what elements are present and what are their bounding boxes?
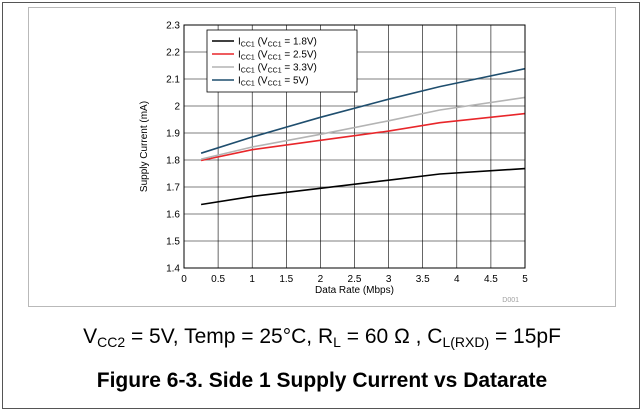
x-tick-label: 0 xyxy=(181,274,187,285)
x-tick-label: 4.5 xyxy=(484,274,498,285)
x-tick-label: 3.5 xyxy=(416,274,430,285)
rl-subscript: L xyxy=(333,334,341,350)
test-conditions: VCC2 = 5V, Temp = 25°C, RL = 60 Ω , CL(R… xyxy=(3,325,641,350)
x-axis-label: Data Rate (Mbps) xyxy=(315,285,394,296)
y-tick-label: 1.6 xyxy=(166,210,180,221)
vcc2-text: = 5V, Temp = 25°C, xyxy=(125,325,318,348)
series-line-1 xyxy=(200,167,526,206)
figure-caption: Figure 6-3. Side 1 Supply Current vs Dat… xyxy=(96,369,548,392)
x-tick-label: 4 xyxy=(454,274,460,285)
vcc2-subscript: CC2 xyxy=(97,334,126,350)
series-layer xyxy=(200,67,526,206)
y-tick-label: 2.1 xyxy=(166,75,180,86)
rl-text: = 60 Ω , xyxy=(340,325,428,348)
series-line-2 xyxy=(200,112,526,162)
series-line-4 xyxy=(200,67,526,154)
chart-panel: 0 0.5 1 1.5 2 2.5 3 3.5 4 4.5 5 1.4 1.5 1.6 1.7 1.8 1.9 2… xyxy=(28,7,616,307)
axes: 0 0.5 1 1.5 2 2.5 3 3.5 4 4.5 5 1.4 1.5 1.6 1.7 1.8 1.9 2… xyxy=(139,21,528,305)
series-line-3 xyxy=(200,96,526,160)
x-tick-label: 1.5 xyxy=(279,274,293,285)
y-tick-label: 1.5 xyxy=(166,237,180,248)
y-tick-label: 1.7 xyxy=(166,183,180,194)
y-tick-label: 2.2 xyxy=(166,48,180,59)
legend: ICC1 (VCC1 = 1.8V)ICC1 (VCC1 = 2.5V)ICC1… xyxy=(206,29,358,93)
cl-text: = 15pF xyxy=(489,325,561,348)
legend-label-4: ICC1 (VCC1 = 5V) xyxy=(238,76,309,88)
x-tick-label: 2.5 xyxy=(348,274,362,285)
figure-frame: 0 0.5 1 1.5 2 2.5 3 3.5 4 4.5 5 1.4 1.5 1.6 1.7 1.8 1.9 2… xyxy=(2,2,640,409)
plot-area-border xyxy=(183,24,526,269)
x-tick-label: 2 xyxy=(318,274,324,285)
rl-symbol: R xyxy=(317,325,334,348)
legend-label-2: ICC1 (VCC1 = 2.5V) xyxy=(238,50,317,62)
y-tick-label: 2.3 xyxy=(166,21,180,32)
y-tick-label: 1.9 xyxy=(166,129,180,140)
y-tick-label: 1.8 xyxy=(166,156,180,167)
x-tick-label: 0.5 xyxy=(211,274,225,285)
y-tick-label: 1.4 xyxy=(166,264,180,275)
chart: 0 0.5 1 1.5 2 2.5 3 3.5 4 4.5 5 1.4 1.5 1.6 1.7 1.8 1.9 2… xyxy=(139,21,528,305)
x-tick-label: 5 xyxy=(522,274,528,285)
cl-subscript: L(RXD) xyxy=(442,334,490,350)
x-tick-label: 3 xyxy=(386,274,392,285)
legend-label-3: ICC1 (VCC1 = 3.3V) xyxy=(238,63,317,75)
document-id: D001 xyxy=(502,297,519,304)
cl-symbol: C xyxy=(427,325,443,348)
legend-label-1: ICC1 (VCC1 = 1.8V) xyxy=(238,37,317,49)
y-tick-label: 2 xyxy=(174,102,180,113)
vcc2-symbol: V xyxy=(83,325,98,348)
y-axis-label: Supply Current (mA) xyxy=(139,101,150,192)
x-tick-label: 1 xyxy=(249,274,255,285)
